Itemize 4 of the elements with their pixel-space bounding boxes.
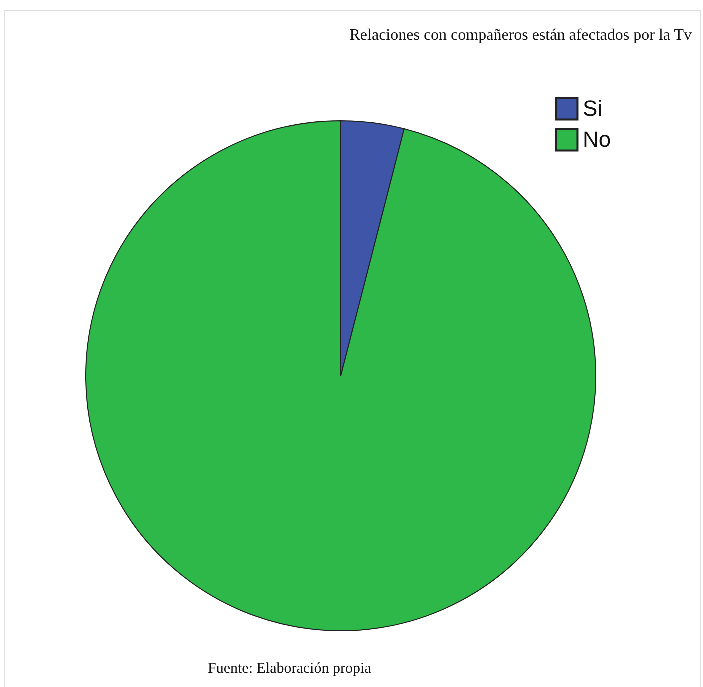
source-note: Fuente: Elaboración propia <box>208 661 372 677</box>
legend-label: No <box>583 127 612 152</box>
chart-title: Relaciones con compañeros están afectados por la Tv <box>350 27 692 44</box>
legend-label: Si <box>583 96 603 121</box>
